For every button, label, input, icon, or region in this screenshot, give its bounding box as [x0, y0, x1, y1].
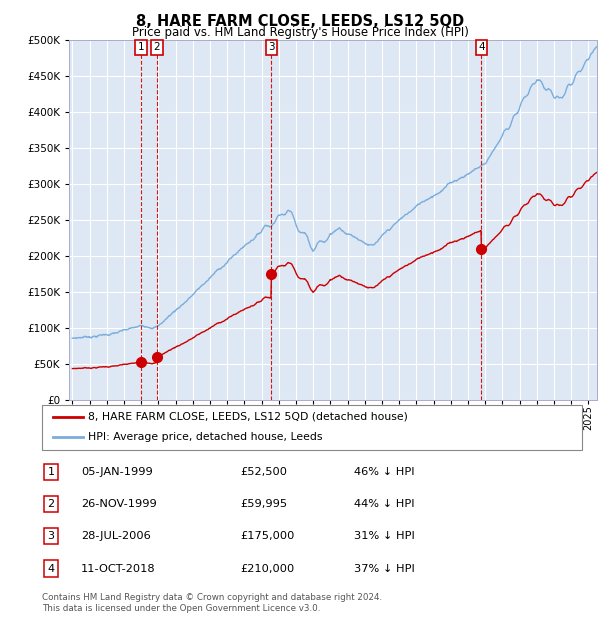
Text: 1: 1	[47, 467, 55, 477]
Text: £52,500: £52,500	[240, 467, 287, 477]
Text: HPI: Average price, detached house, Leeds: HPI: Average price, detached house, Leed…	[88, 432, 322, 443]
Text: £59,995: £59,995	[240, 499, 287, 509]
Text: 11-OCT-2018: 11-OCT-2018	[81, 564, 155, 574]
FancyBboxPatch shape	[42, 405, 582, 450]
Text: 4: 4	[478, 43, 485, 53]
Text: 3: 3	[47, 531, 55, 541]
Text: 05-JAN-1999: 05-JAN-1999	[81, 467, 153, 477]
Text: 2: 2	[47, 499, 55, 509]
Text: 44% ↓ HPI: 44% ↓ HPI	[354, 499, 415, 509]
Text: £210,000: £210,000	[240, 564, 294, 574]
Text: 46% ↓ HPI: 46% ↓ HPI	[354, 467, 415, 477]
Text: 37% ↓ HPI: 37% ↓ HPI	[354, 564, 415, 574]
Text: Price paid vs. HM Land Registry's House Price Index (HPI): Price paid vs. HM Land Registry's House …	[131, 26, 469, 39]
Text: 4: 4	[47, 564, 55, 574]
Text: 31% ↓ HPI: 31% ↓ HPI	[354, 531, 415, 541]
Text: 1: 1	[138, 43, 145, 53]
Text: 26-NOV-1999: 26-NOV-1999	[81, 499, 157, 509]
Text: 8, HARE FARM CLOSE, LEEDS, LS12 5QD (detached house): 8, HARE FARM CLOSE, LEEDS, LS12 5QD (det…	[88, 412, 408, 422]
Text: 8, HARE FARM CLOSE, LEEDS, LS12 5QD: 8, HARE FARM CLOSE, LEEDS, LS12 5QD	[136, 14, 464, 29]
Text: 28-JUL-2006: 28-JUL-2006	[81, 531, 151, 541]
Text: 2: 2	[154, 43, 160, 53]
Text: Contains HM Land Registry data © Crown copyright and database right 2024.
This d: Contains HM Land Registry data © Crown c…	[42, 593, 382, 613]
Text: 3: 3	[268, 43, 275, 53]
Text: £175,000: £175,000	[240, 531, 295, 541]
